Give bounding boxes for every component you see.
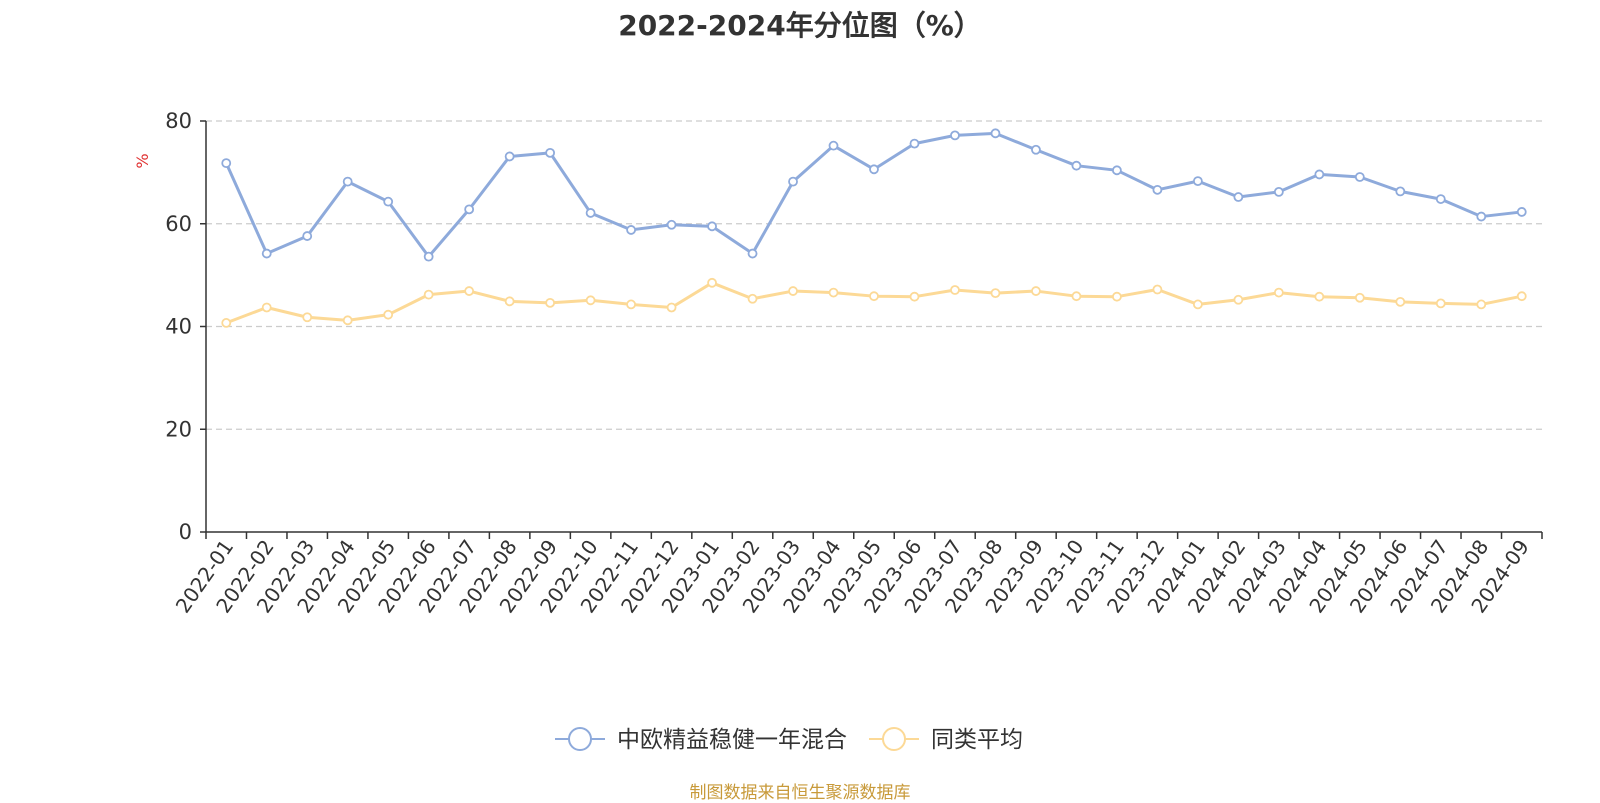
series-line (225, 281, 1523, 325)
data-point (666, 302, 677, 313)
data-point (1152, 184, 1163, 195)
y-tick-label: 20 (165, 417, 192, 441)
data-point (504, 151, 515, 162)
data-point (342, 176, 353, 187)
data-point (302, 312, 313, 323)
data-point (464, 204, 475, 215)
data-point (545, 297, 556, 308)
legend-label: 中欧精益稳健一年混合 (617, 727, 847, 753)
y-tick-label: 80 (165, 109, 192, 133)
data-point (221, 318, 232, 328)
data-point (626, 225, 636, 235)
data-point (464, 286, 475, 296)
data-point (1354, 172, 1365, 182)
data-point (1192, 299, 1203, 310)
data-point (747, 293, 758, 304)
data-point (342, 315, 353, 326)
data-point (1071, 160, 1082, 171)
data-point (423, 289, 434, 300)
data-point (950, 285, 960, 295)
data-point (1233, 192, 1244, 202)
data-point (585, 208, 596, 218)
data-point (1273, 186, 1284, 197)
data-point (788, 286, 798, 296)
data-point (828, 140, 839, 151)
data-point (1314, 169, 1325, 180)
data-point (383, 309, 394, 320)
y-tick-label: 60 (165, 212, 192, 236)
data-point (747, 248, 758, 259)
data-point (1112, 291, 1122, 302)
data-point (909, 138, 920, 149)
legend-marker (568, 727, 592, 751)
data-point (1192, 176, 1203, 187)
data-point (1395, 296, 1406, 307)
data-point (666, 219, 677, 230)
legend-item: 同类平均 (869, 727, 1023, 753)
data-point (1031, 286, 1041, 296)
data-point (990, 288, 1001, 299)
data-point (869, 164, 879, 175)
data-point (1152, 284, 1163, 295)
data-point (1112, 165, 1122, 176)
data-point (909, 291, 920, 302)
data-point (1435, 194, 1446, 204)
data-point (1354, 292, 1365, 303)
data-point (1476, 211, 1487, 222)
data-point (383, 196, 394, 207)
data-point (950, 130, 960, 141)
data-point (869, 291, 879, 302)
series-group (221, 128, 1527, 262)
legend-marker (882, 727, 906, 751)
data-point (302, 231, 313, 241)
data-point (585, 295, 596, 306)
data-point (990, 128, 1001, 139)
data-point (1071, 291, 1082, 302)
data-point (1516, 291, 1527, 302)
data-point (504, 296, 515, 307)
data-point (1031, 144, 1041, 155)
y-tick-label: 40 (165, 315, 192, 339)
data-point (1516, 207, 1527, 217)
data-point (1435, 298, 1446, 309)
data-point (707, 221, 717, 232)
data-point (261, 248, 272, 259)
data-point (545, 147, 556, 158)
series-group (221, 277, 1527, 328)
data-point (1273, 287, 1284, 298)
data-point (423, 251, 434, 262)
data-point (1233, 294, 1244, 305)
data-source-note: 制图数据来自恒生聚源数据库 (689, 783, 911, 803)
data-point (1314, 291, 1325, 302)
data-point (828, 287, 839, 298)
data-point (221, 158, 232, 169)
chart-title: 2022-2024年分位图（%） (618, 9, 982, 42)
data-point (1395, 186, 1406, 197)
y-tick-label: 0 (179, 520, 192, 544)
data-point (1476, 299, 1487, 310)
legend-label: 同类平均 (931, 727, 1023, 753)
data-point (788, 176, 798, 187)
data-point (261, 302, 272, 313)
legend-item: 中欧精益稳健一年混合 (555, 727, 847, 753)
data-point (626, 299, 636, 310)
series-line (224, 131, 1522, 259)
data-point (707, 277, 717, 288)
y-axis-label: % (133, 153, 152, 168)
